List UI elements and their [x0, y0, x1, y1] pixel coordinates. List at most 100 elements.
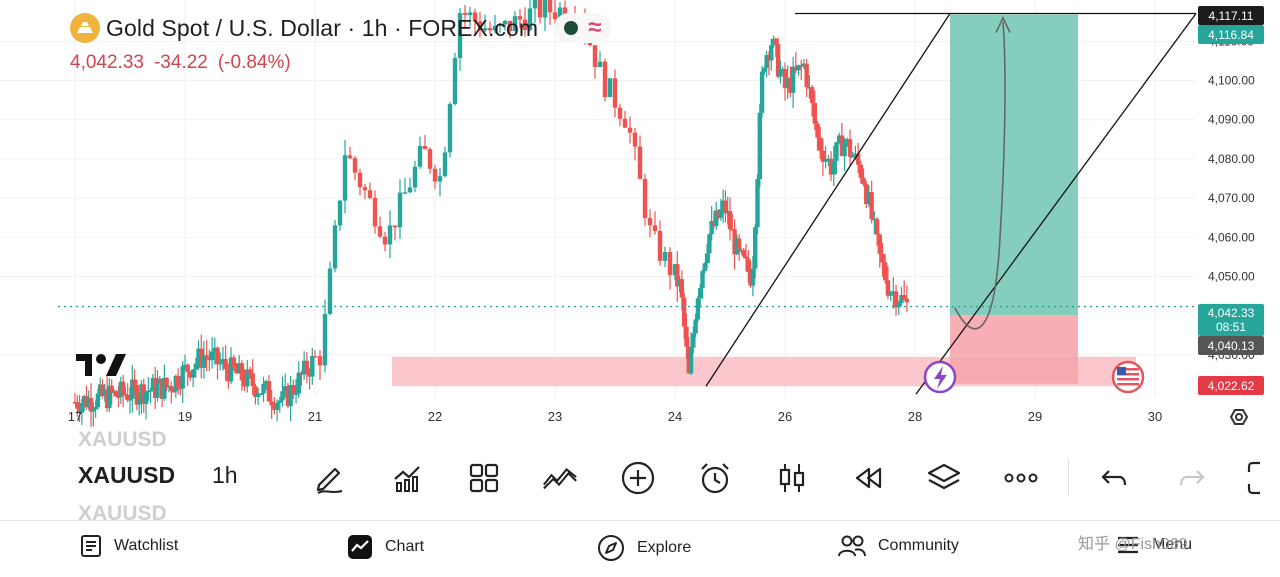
status-pill[interactable]: ≈	[554, 13, 612, 43]
candle-body	[482, 28, 488, 31]
candle-body	[277, 400, 282, 403]
nav-community[interactable]: Community	[838, 534, 959, 558]
pencil-icon[interactable]	[312, 460, 348, 496]
candle-body	[118, 381, 124, 398]
candle-body	[720, 200, 726, 210]
price-chart[interactable]: 4,110.004,100.004,090.004,080.004,070.00…	[0, 0, 1280, 440]
candle-body	[173, 375, 179, 392]
compare-icon[interactable]	[542, 460, 578, 496]
candle-body	[684, 326, 689, 347]
candle-body	[188, 372, 193, 378]
price-line-readout: 4,042.33 -34.22 (-0.84%)	[70, 52, 301, 74]
candle-body	[93, 406, 98, 410]
nav-chart[interactable]: Chart	[347, 534, 424, 560]
channel-line-lower	[705, 13, 951, 387]
symbol-selector[interactable]: XAUUSD	[78, 462, 176, 488]
candle-body	[785, 77, 790, 89]
nav-watchlist[interactable]: Watchlist	[80, 534, 178, 558]
candle-body	[748, 272, 753, 286]
candle-body	[602, 61, 608, 98]
candle-body	[487, 28, 493, 31]
candle-body	[739, 249, 744, 252]
candle-body	[226, 369, 231, 382]
candle-body	[437, 176, 443, 182]
chart-icon	[348, 535, 372, 559]
last-price: 4,042.33	[70, 52, 144, 73]
candle-body	[171, 391, 176, 393]
candle-body	[337, 200, 343, 226]
candle-body	[512, 16, 518, 32]
chart-header[interactable]: Gold Spot / U.S. Dollar · 1h · FOREX.com…	[70, 12, 612, 44]
redo-icon[interactable]	[1174, 460, 1210, 496]
candle-body	[823, 159, 828, 162]
candle-body	[861, 177, 866, 185]
candle-body	[622, 118, 628, 128]
candle-body	[858, 164, 864, 178]
candle-body	[769, 45, 774, 61]
candles-icon[interactable]	[774, 460, 810, 496]
candle-body	[698, 288, 703, 299]
layouts-icon[interactable]	[466, 460, 502, 496]
candle-body	[552, 12, 558, 20]
candle-body	[714, 210, 719, 226]
undo-icon[interactable]	[1096, 460, 1132, 496]
candle-body	[402, 192, 408, 194]
fullscreen-icon[interactable]	[1244, 460, 1274, 496]
candle-body	[296, 372, 301, 394]
candle-body	[732, 229, 737, 255]
candle-body	[845, 139, 850, 143]
candle-body	[647, 218, 653, 226]
more-icon[interactable]	[1003, 460, 1039, 496]
indicators-icon[interactable]	[390, 460, 426, 496]
high-line-label: 4,117.11	[1198, 6, 1264, 25]
replay-icon[interactable]	[850, 460, 886, 496]
candle-body	[815, 123, 820, 138]
candle-body	[280, 391, 285, 401]
target-zone[interactable]	[950, 14, 1078, 316]
lightning-icon[interactable]	[923, 360, 957, 394]
candle-body	[597, 61, 603, 68]
layers-icon[interactable]	[926, 460, 962, 496]
alarm-icon[interactable]	[697, 460, 733, 496]
chart-settings-icon[interactable]	[1229, 409, 1249, 425]
add-icon[interactable]	[620, 460, 656, 496]
candle-body	[180, 366, 185, 389]
bottom-nav	[0, 520, 1280, 577]
y-tick-label: 4,100.00	[1208, 74, 1255, 88]
x-tick-label: 28	[908, 409, 922, 424]
candle-body	[734, 238, 740, 255]
candle-body	[139, 384, 144, 399]
candle-body	[812, 103, 817, 124]
candle-body	[727, 210, 733, 230]
candle-body	[125, 394, 130, 401]
candle-body	[632, 132, 638, 147]
wave-icon: ≈	[588, 14, 602, 41]
candle-body	[242, 380, 247, 387]
candle-body	[667, 252, 673, 276]
trend-lines[interactable]	[705, 12, 1197, 395]
candle-body	[467, 12, 473, 16]
timeframe-selector[interactable]: 1h	[212, 462, 238, 488]
candle-body	[116, 396, 121, 398]
us-flag-icon[interactable]	[1111, 360, 1145, 394]
candle-body	[891, 291, 896, 294]
candle-body	[764, 55, 769, 69]
nav-explore[interactable]: Explore	[597, 534, 691, 562]
candle-body	[839, 135, 845, 157]
candle-body	[527, 8, 533, 30]
candle-body	[850, 156, 855, 158]
symbol-prev: XAUUSD	[78, 428, 167, 451]
y-tick-label: 4,090.00	[1208, 113, 1255, 127]
symbol-next: XAUUSD	[78, 502, 167, 525]
candle-body	[157, 378, 162, 384]
candle-body	[107, 385, 112, 409]
candle-body	[79, 403, 85, 413]
nav-menu[interactable]: Menu	[1116, 534, 1192, 556]
candle-body	[452, 58, 458, 105]
target-price-label: 4,116.84	[1198, 25, 1264, 44]
candle-body	[755, 179, 760, 228]
candle-body	[679, 279, 685, 298]
candle-body	[804, 63, 809, 88]
nav-community-label: Community	[878, 537, 959, 554]
stop-zone[interactable]	[950, 315, 1078, 384]
